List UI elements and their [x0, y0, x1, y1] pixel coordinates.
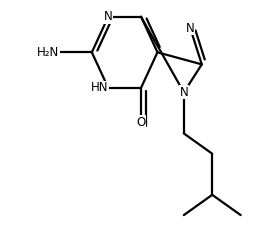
Text: N: N: [104, 10, 113, 23]
Text: N: N: [179, 86, 188, 99]
Text: HN: HN: [91, 81, 108, 94]
Text: N: N: [186, 22, 195, 35]
Text: H₂N: H₂N: [37, 46, 59, 59]
Text: O: O: [136, 116, 146, 129]
